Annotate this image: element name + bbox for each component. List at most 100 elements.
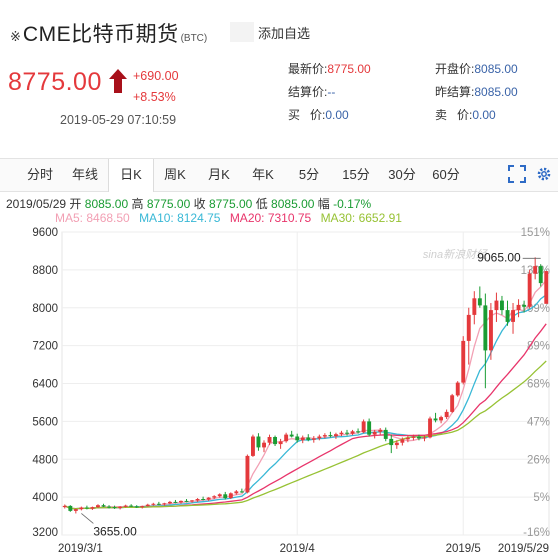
tab-30min[interactable]: 30分 xyxy=(388,167,416,182)
tab-year-line[interactable]: 年线 xyxy=(71,167,98,182)
ma30-line xyxy=(64,360,547,510)
candle-body xyxy=(201,499,206,500)
candle-body xyxy=(278,441,283,445)
candle-body xyxy=(494,300,499,311)
pct-tick-label: 5% xyxy=(533,492,550,504)
candle-body xyxy=(262,442,266,448)
y-tick-label: 3200 xyxy=(32,527,58,539)
sell-label: 卖 价: xyxy=(435,108,473,122)
candle-body xyxy=(334,434,338,437)
ohlc-info: 2019/05/29 开 8085.00 高 8775.00 收 8775.00… xyxy=(6,195,371,212)
settings-gear-icon[interactable] xyxy=(536,166,552,182)
settle-value: -- xyxy=(327,85,336,99)
tab-daily-k[interactable]: 日K xyxy=(108,159,154,192)
candle-body xyxy=(477,298,482,306)
ohlc-date: 2019/05/29 xyxy=(6,197,67,211)
candle-body xyxy=(527,273,532,307)
candle-body xyxy=(383,429,388,439)
candle-body xyxy=(295,436,300,441)
x-tick-label: 2019/4 xyxy=(280,543,316,555)
y-tick-label: 4800 xyxy=(32,454,58,466)
ma-legend: MA5: 8468.50 MA10: 8124.75 MA20: 7310.75… xyxy=(55,211,402,225)
y-tick-label: 6400 xyxy=(32,379,58,391)
candle-body xyxy=(522,304,527,307)
x-tick-label: 2019/3/1 xyxy=(58,543,103,555)
ohlc-close: 8775.00 xyxy=(208,197,253,211)
add-watchlist-icon xyxy=(230,22,254,42)
buy-value: 0.00 xyxy=(325,108,349,122)
tab-monthly-k[interactable]: 月K xyxy=(208,167,230,182)
candle-body xyxy=(356,431,360,433)
candle-body xyxy=(112,507,117,509)
candlestick-chart[interactable]: 9600151%8800130%8000109%720089%640068%56… xyxy=(0,220,558,555)
candle-body xyxy=(162,503,167,505)
candle-body xyxy=(417,436,421,439)
last-price: 8775.00 xyxy=(8,68,102,96)
candle-body xyxy=(256,436,261,448)
instrument-code: (BTC) xyxy=(180,33,208,44)
candle-body xyxy=(223,494,228,499)
candle-body xyxy=(328,435,333,437)
prev-settle-label: 昨结算: xyxy=(435,85,475,99)
candle-body xyxy=(123,505,128,507)
candle-body xyxy=(433,418,438,421)
pct-tick-label: 26% xyxy=(527,454,550,466)
candle-body xyxy=(483,305,488,351)
candle-body xyxy=(317,436,322,439)
candle-body xyxy=(405,437,410,440)
tab-yearly-k[interactable]: 年K xyxy=(252,167,274,182)
candle-body xyxy=(367,421,372,435)
candle-body xyxy=(533,266,538,274)
y-tick-label: 8000 xyxy=(32,303,58,315)
candle-body xyxy=(173,501,178,503)
candle-body xyxy=(345,432,349,434)
candle-body xyxy=(422,437,427,439)
ohlc-low: 8085.00 xyxy=(271,197,315,211)
title-mark: ※ xyxy=(10,29,21,44)
tab-intraday[interactable]: 分时 xyxy=(26,167,53,182)
candle-body xyxy=(145,504,150,507)
quote-sell: 卖 价:0.00 xyxy=(435,104,518,127)
candle-body xyxy=(156,503,161,505)
y-tick-label: 8800 xyxy=(32,265,58,277)
candle-body xyxy=(411,436,416,438)
ohlc-high: 8775.00 xyxy=(146,197,191,211)
candle-body xyxy=(239,491,244,493)
add-watchlist-label: 添加自选 xyxy=(258,25,311,41)
ma10-legend: MA10: 8124.75 xyxy=(139,211,221,225)
open-label-inline: 开 xyxy=(69,197,82,211)
ohlc-open: 8085.00 xyxy=(84,197,129,211)
candle-body xyxy=(400,439,405,443)
candle-body xyxy=(394,442,399,446)
candle-body xyxy=(184,500,189,502)
fullscreen-icon[interactable] xyxy=(508,165,526,183)
candle-body xyxy=(190,500,194,502)
low-label-inline: 低 xyxy=(255,197,268,211)
candle-body xyxy=(472,298,477,315)
candle-body xyxy=(544,271,549,304)
price-change: +690.00 +8.53% xyxy=(133,66,179,108)
candle-body xyxy=(179,500,183,503)
candle-body xyxy=(212,496,217,498)
tab-15min[interactable]: 15分 xyxy=(342,167,370,182)
pct-tick-label: -16% xyxy=(523,527,550,539)
tab-weekly-k[interactable]: 周K xyxy=(164,167,186,182)
candle-body xyxy=(195,499,200,501)
settle-label: 结算价: xyxy=(288,85,328,99)
candle-body xyxy=(273,437,277,445)
candle-body xyxy=(339,432,344,435)
candle-body xyxy=(439,417,443,421)
candle-body xyxy=(96,505,100,508)
pct-tick-label: 89% xyxy=(527,341,550,353)
tab-60min[interactable]: 60分 xyxy=(432,167,460,182)
instrument-title: ※ CME比特币期货 (BTC) xyxy=(10,18,207,46)
candle-body xyxy=(450,395,455,412)
candle-body xyxy=(107,506,111,508)
candle-body xyxy=(267,437,272,443)
quote-timestamp: 2019-05-29 07:10:59 xyxy=(60,113,177,127)
candle-body xyxy=(511,310,515,322)
candle-body xyxy=(140,506,145,508)
add-to-watchlist-button[interactable]: 添加自选 xyxy=(230,22,310,42)
latest-label: 最新价: xyxy=(288,62,328,76)
tab-5min[interactable]: 5分 xyxy=(298,167,320,182)
